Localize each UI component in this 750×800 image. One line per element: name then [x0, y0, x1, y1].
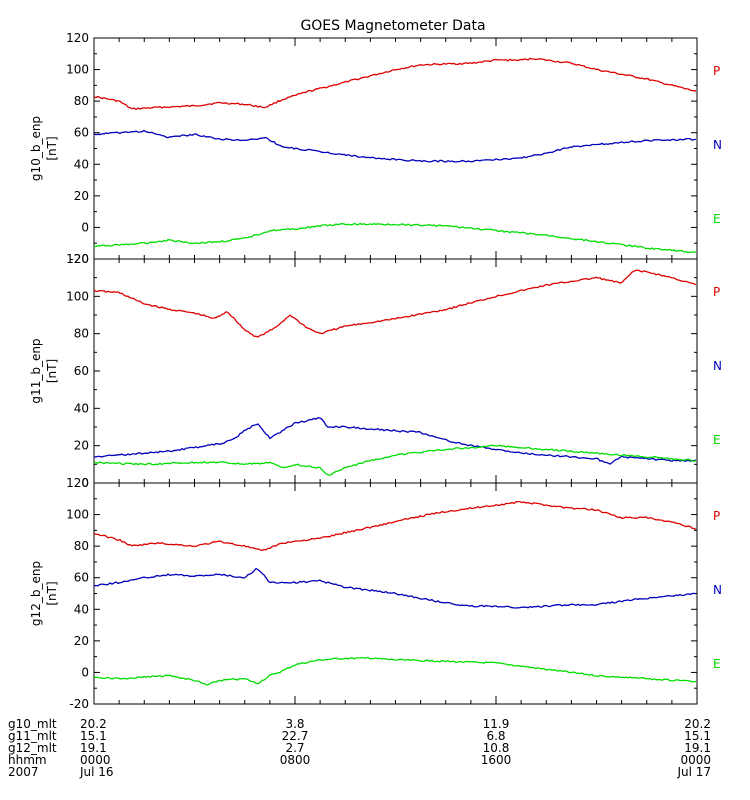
series-line-N	[94, 567, 697, 609]
chart-title: GOES Magnetometer Data	[300, 18, 485, 34]
panel-g10_b_enp: -20 0 20 40 60 80 100 120 g10_b_enp [nT] P N E	[29, 31, 722, 266]
panel-g11_b_enp: 0 20 40 60 80 100 120 g11_b_enp [nT] P N E	[29, 252, 722, 490]
legend-P: P	[713, 509, 720, 523]
series-line-P	[94, 57, 697, 111]
y-tick-label: 100	[66, 63, 89, 77]
y-tick-label: 0	[81, 476, 89, 490]
x-row-value: 0800	[280, 753, 311, 767]
y-tick-label: 80	[74, 327, 89, 341]
x-row-value: Jul 17	[676, 765, 711, 779]
y-tick-label: 20	[74, 634, 89, 648]
y-tick-label: 40	[74, 401, 89, 415]
series-line-E	[94, 444, 697, 476]
y-tick-label: 20	[74, 189, 89, 203]
y-tick-label: 120	[66, 31, 89, 45]
series-line-P	[94, 500, 697, 551]
y-axis-units: [nT]	[45, 136, 59, 160]
y-tick-label: 120	[66, 476, 89, 490]
series-line-P	[94, 269, 697, 338]
legend-N: N	[713, 138, 722, 152]
x-row-value: 20.2	[80, 717, 107, 731]
x-row-value: 0000	[680, 753, 711, 767]
x-row-value: 1600	[481, 753, 512, 767]
series-line-E	[94, 656, 697, 686]
series-group	[94, 500, 697, 686]
series-group	[94, 269, 697, 476]
x-row-label: g12_mlt	[8, 741, 57, 755]
x-row-label: g11_mlt	[8, 729, 57, 743]
y-tick-label: -20	[69, 252, 89, 266]
y-tick-label: 60	[74, 126, 89, 140]
y-tick-label: -20	[69, 697, 89, 711]
y-tick-label: 20	[74, 439, 89, 453]
y-axis-label: g11_b_enp	[29, 338, 43, 403]
x-row-value: 0000	[80, 753, 111, 767]
y-tick-label: 40	[74, 157, 89, 171]
y-tick-label: 80	[74, 539, 89, 553]
y-axis-label: g10_b_enp	[29, 116, 43, 181]
y-tick-label: 120	[66, 252, 89, 266]
y-axis-units: [nT]	[45, 581, 59, 605]
x-row-value: 15.1	[684, 729, 711, 743]
y-tick-label: 60	[74, 571, 89, 585]
x-row-value: 19.1	[684, 741, 711, 755]
y-axis-label: g12_b_enp	[29, 561, 43, 626]
x-row-value: 19.1	[80, 741, 107, 755]
x-row-value: 3.8	[285, 717, 304, 731]
y-axis-units: [nT]	[45, 359, 59, 383]
x-row-value: 6.8	[486, 729, 505, 743]
y-tick-label: 60	[74, 364, 89, 378]
x-row-label: hhmm	[8, 753, 47, 767]
series-group	[94, 57, 697, 254]
series-line-N	[94, 417, 697, 465]
x-axis-label-rows: g10_mlt 20.2 3.8 11.9 20.2 g11_mlt 15.1 22.7 6.8…	[8, 717, 711, 779]
x-row-value: 10.8	[483, 741, 510, 755]
legend-N: N	[713, 583, 722, 597]
legend-P: P	[713, 285, 720, 299]
legend-P: P	[713, 64, 720, 78]
y-tick-label: 0	[81, 220, 89, 234]
legend-E: E	[713, 657, 721, 671]
series-line-E	[94, 222, 697, 254]
x-row-value: 20.2	[684, 717, 711, 731]
x-row-value: Jul 16	[79, 765, 114, 779]
legend-N: N	[713, 359, 722, 373]
y-tick-label: 100	[66, 508, 89, 522]
x-row-value: 11.9	[483, 717, 510, 731]
y-tick-label: 100	[66, 289, 89, 303]
x-row-label: 2007	[8, 765, 39, 779]
y-tick-label: 0	[81, 665, 89, 679]
legend-E: E	[713, 212, 721, 226]
y-tick-label: 80	[74, 94, 89, 108]
x-row-value: 2.7	[285, 741, 304, 755]
y-tick-label: 40	[74, 602, 89, 616]
x-row-value: 15.1	[80, 729, 107, 743]
x-row-label: g10_mlt	[8, 717, 57, 731]
x-row-value: 22.7	[282, 729, 309, 743]
panel-g12_b_enp: -20 0 20 40 60 80 100 120 g12_b_enp [nT] P N E	[29, 476, 722, 711]
legend-E: E	[713, 433, 721, 447]
series-line-N	[94, 129, 697, 163]
